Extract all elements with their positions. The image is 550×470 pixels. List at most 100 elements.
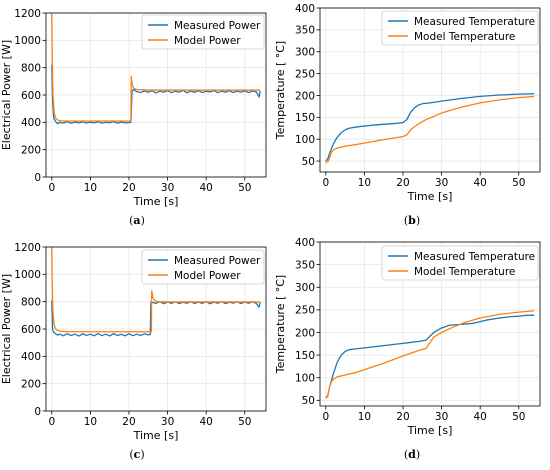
panel-caption: (b) [404, 214, 420, 227]
y-tick-label: 1200 [14, 242, 41, 254]
series-line-model [325, 310, 535, 399]
legend-box [141, 14, 265, 50]
legend-label: Model Temperature [414, 31, 515, 43]
y-tick: 150 [295, 112, 320, 124]
panel-caption: (c) [129, 448, 144, 461]
x-tick: 50 [238, 177, 251, 194]
y-tick: 400 [21, 351, 46, 363]
plot-frame [319, 7, 541, 173]
x-tick-label: 0 [322, 177, 329, 189]
y-tick-label: 0 [34, 172, 41, 184]
x-tick-label: 50 [512, 411, 525, 423]
x-tick: 40 [199, 411, 213, 428]
x-tick-label: 10 [84, 416, 97, 428]
y-tick-label: 200 [295, 327, 315, 339]
x-tick-label: 20 [396, 177, 409, 189]
y-tick: 150 [295, 350, 320, 362]
x-tick: 20 [122, 177, 136, 194]
y-tick: 250 [295, 305, 320, 317]
y-tick-label: 300 [295, 282, 315, 294]
panel-caption: (d) [404, 448, 420, 461]
y-tick-label: 250 [295, 305, 315, 317]
y-tick-label: 200 [21, 378, 41, 390]
x-tick: 50 [512, 172, 525, 189]
x-tick: 40 [473, 406, 487, 423]
y-tick-label: 800 [21, 296, 41, 308]
x-tick-label: 30 [161, 182, 174, 194]
y-tick-label: 1000 [14, 35, 41, 47]
x-tick-label: 10 [358, 177, 371, 189]
x-tick: 10 [358, 406, 371, 423]
y-tick-label: 350 [295, 25, 315, 37]
x-tick-label: 30 [435, 177, 448, 189]
y-tick: 200 [295, 327, 320, 339]
series-line-measured [51, 300, 261, 337]
y-tick-label: 0 [34, 406, 41, 418]
x-tick: 0 [322, 172, 329, 189]
legend-label: Model Power [174, 35, 241, 47]
y-tick: 400 [295, 237, 320, 249]
x-tick-label: 40 [473, 177, 486, 189]
y-tick-label: 400 [295, 237, 315, 249]
y-tick: 1200 [14, 8, 46, 20]
series-line-model [51, 13, 261, 122]
series-line-model [51, 247, 261, 333]
y-tick: 350 [295, 259, 320, 271]
y-tick-label: 1000 [14, 269, 41, 281]
y-tick: 0 [34, 172, 46, 184]
x-tick: 40 [473, 172, 487, 189]
y-tick-label: 600 [21, 90, 41, 102]
x-tick: 0 [322, 406, 329, 423]
y-tick-label: 200 [295, 90, 315, 102]
y-tick-label: 150 [295, 350, 315, 362]
y-tick-label: 600 [21, 324, 41, 336]
x-tick: 20 [122, 411, 136, 428]
panel-caption: (a) [129, 214, 145, 227]
y-tick-label: 300 [295, 47, 315, 59]
legend-label: Measured Temperature [414, 251, 535, 263]
legend: Measured Power Model Power [141, 249, 265, 285]
x-tick: 10 [84, 411, 97, 428]
x-tick-label: 40 [199, 416, 212, 428]
y-tick: 250 [295, 68, 320, 80]
y-tick: 200 [21, 144, 46, 156]
x-tick-label: 10 [84, 182, 97, 194]
chart-panel-d: 0 10 20 30 40 50 50 100 150 200 250 300 350 400 Time [… [274, 237, 541, 461]
y-tick-label: 400 [21, 117, 41, 129]
plot-frame [319, 241, 541, 407]
y-tick-label: 350 [295, 259, 315, 271]
x-tick: 30 [161, 177, 174, 194]
chart-panel-b: 0 10 20 30 40 50 50 100 150 200 250 300 350 400 Time [… [274, 3, 541, 227]
legend-label: Measured Power [174, 20, 261, 32]
y-tick-label: 50 [302, 156, 315, 168]
x-tick-label: 50 [238, 182, 251, 194]
legend-label: Model Temperature [414, 266, 515, 278]
y-tick: 800 [21, 296, 46, 308]
y-tick: 1000 [14, 269, 46, 281]
chart-panel-c: 0 10 20 30 40 50 0 200 400 600 800 1000 1200 Time [s]… [0, 242, 267, 461]
y-tick-label: 400 [21, 351, 41, 363]
legend-label: Measured Power [174, 255, 261, 267]
y-tick: 50 [302, 156, 320, 168]
y-axis-label: Temperature [ °C] [274, 41, 287, 140]
y-tick-label: 50 [302, 395, 315, 407]
x-tick-label: 20 [122, 182, 135, 194]
x-tick: 10 [84, 177, 97, 194]
legend: Measured Temperature Model Temperature [381, 10, 539, 46]
y-tick: 200 [295, 90, 320, 102]
y-tick: 1000 [14, 35, 46, 47]
y-tick-label: 400 [295, 3, 315, 15]
y-axis-label: Electrical Power [W] [0, 40, 13, 150]
y-tick: 400 [21, 117, 46, 129]
y-tick-label: 800 [21, 62, 41, 74]
x-tick-label: 20 [122, 416, 135, 428]
x-tick: 30 [435, 172, 448, 189]
x-tick-label: 50 [238, 416, 251, 428]
x-tick-label: 30 [161, 416, 174, 428]
series-line-measured [325, 314, 535, 399]
y-tick-label: 150 [295, 112, 315, 124]
x-tick: 30 [435, 406, 448, 423]
x-tick: 50 [238, 411, 251, 428]
legend-box [141, 249, 265, 285]
